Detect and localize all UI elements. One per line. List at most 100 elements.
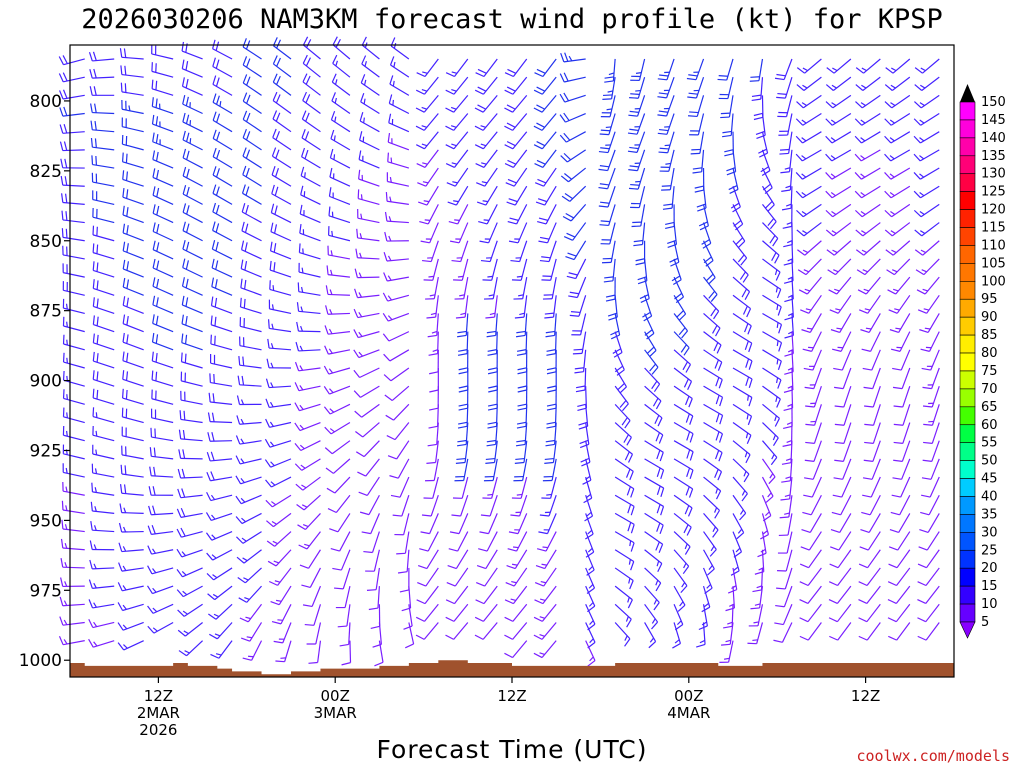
wind-barb <box>855 58 881 74</box>
wind-barb <box>90 120 115 133</box>
wind-barb <box>698 204 709 231</box>
y-tick-label: 950 <box>30 511 62 531</box>
wind-barb <box>604 58 616 83</box>
wind-barb <box>585 640 596 667</box>
wind-barb <box>301 129 321 151</box>
wind-barb <box>598 131 616 154</box>
wind-barb <box>534 58 557 78</box>
wind-barb <box>323 403 351 415</box>
wind-barb <box>669 240 680 267</box>
wind-barb <box>614 385 629 412</box>
wind-barb <box>825 113 852 126</box>
colorbar-label: 110 <box>981 238 1006 253</box>
wind-barb <box>855 240 881 256</box>
wind-barb <box>239 297 262 315</box>
wind-barb <box>644 531 664 553</box>
wind-barb <box>270 203 292 224</box>
wind-barb <box>62 334 85 351</box>
wind-barb <box>235 435 262 445</box>
colorbar-segment <box>959 281 976 300</box>
wind-barb <box>178 449 203 460</box>
wind-barb <box>829 549 852 569</box>
wind-barb <box>917 294 940 314</box>
colorbar-label: 5 <box>981 615 989 630</box>
wind-barb <box>415 113 439 131</box>
wind-barb <box>415 131 439 150</box>
colorbar-segment <box>959 549 976 569</box>
wind-barb <box>119 503 144 515</box>
wind-barb <box>59 596 85 607</box>
wind-barb <box>423 258 439 281</box>
wind-barb <box>917 622 940 641</box>
wind-barb <box>854 131 881 144</box>
x-tick-label: 00Z <box>674 687 703 705</box>
wind-barb <box>719 640 734 663</box>
wind-barb <box>732 258 749 283</box>
wind-barb <box>916 276 940 295</box>
wind-barb <box>796 58 822 74</box>
wind-barb <box>475 585 498 605</box>
wind-barb <box>631 204 646 228</box>
wind-barb <box>445 603 469 622</box>
wind-barb <box>117 640 144 651</box>
wind-barb <box>479 513 498 535</box>
wind-barb <box>644 585 660 611</box>
wind-barb <box>539 240 557 263</box>
wind-barb <box>121 117 144 133</box>
wind-barb <box>721 622 734 646</box>
wind-barb <box>419 204 439 225</box>
wind-barb <box>799 603 822 623</box>
wind-barb <box>330 110 351 133</box>
wind-barb <box>533 94 557 113</box>
wind-barb <box>476 549 498 570</box>
wind-barb <box>825 167 852 180</box>
wind-barb <box>302 54 321 78</box>
wind-barb <box>533 622 557 640</box>
wind-barb <box>182 112 203 133</box>
wind-barb <box>62 426 85 442</box>
wind-barb <box>732 240 748 266</box>
colorbar-label: 45 <box>981 472 998 487</box>
wind-barb <box>795 185 822 199</box>
wind-barb <box>332 549 351 571</box>
wind-barb <box>122 187 144 205</box>
wind-barb <box>360 74 380 96</box>
colorbar-label: 15 <box>981 579 998 594</box>
wind-barb <box>703 476 722 500</box>
wind-barb <box>686 58 705 81</box>
wind-barb <box>355 440 380 458</box>
wind-barb <box>761 204 777 230</box>
wind-barb <box>151 114 174 133</box>
wind-barb <box>62 245 85 260</box>
wind-barb <box>858 294 881 314</box>
wind-barb <box>600 95 616 118</box>
wind-barb <box>61 500 85 514</box>
wind-barb <box>855 76 881 91</box>
wind-barb <box>152 186 174 205</box>
wind-barb <box>121 388 144 405</box>
wind-barb <box>703 458 723 481</box>
wind-barb <box>720 95 734 119</box>
wind-barb <box>237 567 262 584</box>
wind-barb <box>212 147 233 169</box>
wind-barb <box>301 147 321 169</box>
credit-link[interactable]: coolwx.com/models <box>856 747 1010 765</box>
wind-barb <box>92 243 115 260</box>
wind-barb <box>265 476 292 488</box>
wind-barb <box>687 76 705 99</box>
wind-barb <box>890 331 911 352</box>
wind-barb <box>533 640 557 659</box>
wind-barb <box>120 65 144 78</box>
wind-barb <box>762 385 781 408</box>
wind-barb <box>698 604 708 631</box>
wind-barb <box>614 603 632 628</box>
wind-barb <box>308 640 322 664</box>
wind-barb <box>614 367 627 394</box>
wind-barb <box>892 458 911 480</box>
wind-barb <box>797 240 822 256</box>
wind-barb <box>212 166 233 187</box>
wind-barb <box>917 585 940 605</box>
wind-barb <box>388 94 410 115</box>
colorbar-segment <box>959 370 976 390</box>
